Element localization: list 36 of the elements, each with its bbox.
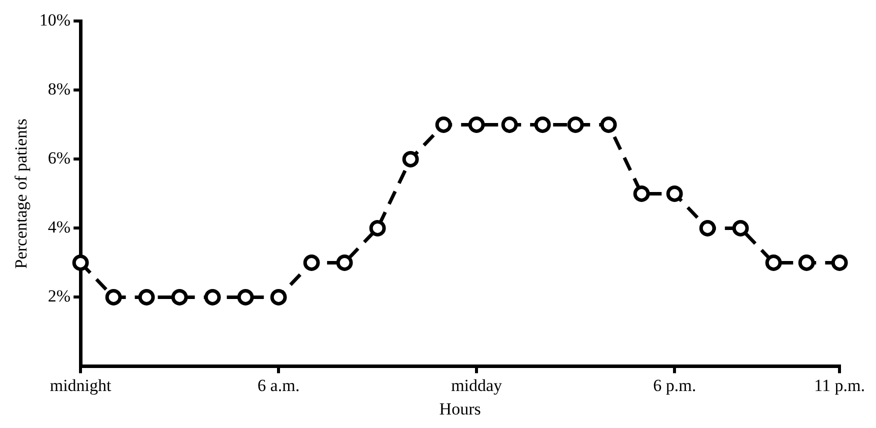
point: [798, 254, 815, 271]
point: [138, 288, 155, 306]
point: [567, 116, 584, 133]
point: [501, 116, 518, 133]
point: [369, 220, 386, 236]
x-tick-label: 11 p.m.: [814, 376, 865, 395]
point: [435, 116, 452, 133]
point: [237, 288, 254, 306]
point: [171, 288, 188, 306]
point: [303, 254, 320, 271]
point: [72, 254, 89, 271]
point: [534, 116, 551, 133]
y-axis-title: Percentage of patients: [12, 118, 31, 269]
y-tick-label: 2%: [48, 286, 71, 306]
point: [402, 150, 419, 168]
y-tick-label: 4%: [48, 218, 71, 237]
x-tick-label: 6 p.m.: [653, 376, 696, 395]
x-tick-label: midday: [451, 376, 503, 395]
x-tick-label: midnight: [50, 376, 112, 395]
point: [666, 185, 683, 202]
point: [336, 254, 353, 271]
point: [699, 220, 716, 236]
point: [633, 185, 650, 202]
point: [105, 288, 122, 306]
point: [831, 254, 848, 271]
y-tick-label: 8%: [48, 80, 71, 99]
point: [468, 116, 485, 133]
point: [765, 254, 782, 271]
x-tick-label: 6 a.m.: [258, 376, 300, 395]
point: [270, 288, 287, 306]
y-tick-label: 6%: [48, 148, 71, 168]
point: [732, 220, 749, 236]
point: [204, 288, 221, 306]
point: [600, 116, 617, 133]
y-tick-label: 10%: [39, 10, 71, 30]
x-axis-title: Hours: [439, 399, 481, 418]
